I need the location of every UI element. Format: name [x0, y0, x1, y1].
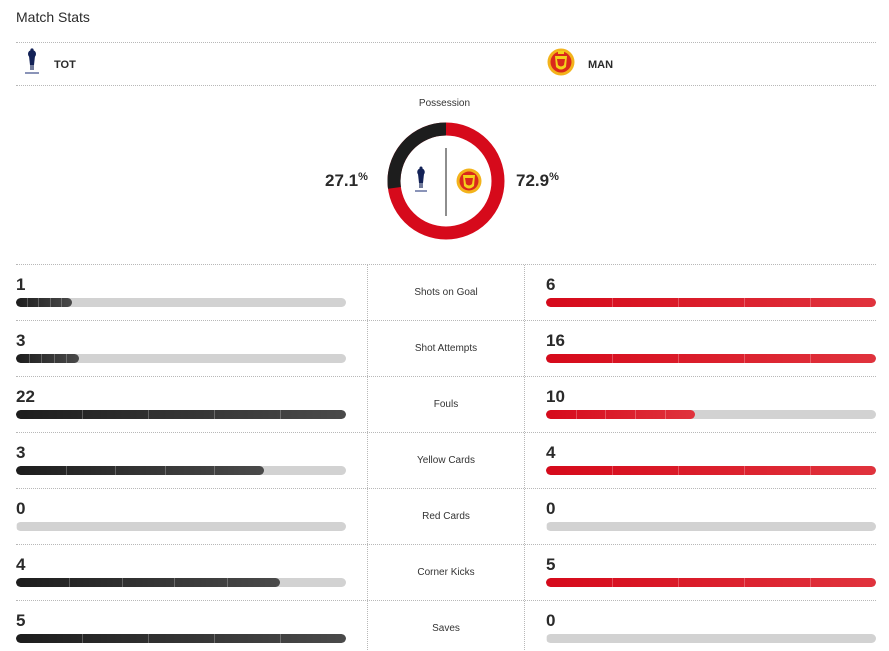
stat-row: 3 Yellow Cards 4 — [16, 432, 876, 488]
home-stat-bar — [16, 578, 346, 587]
away-stat-value: 0 — [546, 499, 556, 518]
match-stats-title: Match Stats — [16, 9, 90, 25]
home-stat-bar-fill — [16, 634, 346, 643]
tottenham-crest-icon — [22, 47, 42, 82]
away-possession-value: 72.9% — [516, 171, 559, 190]
home-stat-bar-fill — [16, 410, 346, 419]
away-stat-bar-fill — [546, 578, 876, 587]
away-stat-bar-fill — [546, 410, 695, 419]
stat-label: Corner Kicks — [367, 545, 525, 600]
away-stat-bar — [546, 466, 876, 475]
home-stat-value: 3 — [16, 443, 26, 462]
home-stat-bar-fill — [16, 298, 73, 307]
stat-row: 22 Fouls 10 — [16, 376, 876, 432]
stat-label: Saves — [367, 601, 525, 651]
home-stat-bar — [16, 522, 346, 531]
home-stat-value: 0 — [16, 499, 26, 518]
away-stat-bar-fill — [546, 466, 876, 475]
away-stat-value: 10 — [546, 387, 565, 406]
away-stat-bar — [546, 410, 876, 419]
home-stat-value: 3 — [16, 331, 26, 350]
away-stat-bar — [546, 522, 876, 531]
home-stat-value: 22 — [16, 387, 35, 406]
away-stat-bar-fill — [546, 298, 876, 307]
possession-ring-home — [387, 122, 447, 189]
stat-label: Shots on Goal — [367, 265, 525, 320]
home-stat-bar-fill — [16, 578, 280, 587]
donut-man-united-crest-icon — [456, 168, 482, 194]
away-stat-value: 4 — [546, 443, 556, 462]
home-stat-value: 4 — [16, 555, 26, 574]
home-team[interactable]: TOT — [22, 43, 76, 86]
home-stat-bar — [16, 634, 346, 643]
home-stat-value: 5 — [16, 611, 26, 630]
man-united-crest-icon — [546, 47, 576, 82]
home-stat-value: 1 — [16, 275, 26, 294]
stat-row: 1 Shots on Goal 6 — [16, 264, 876, 320]
donut-tottenham-crest-icon — [415, 166, 427, 192]
away-stat-value: 0 — [546, 611, 556, 630]
home-possession-value: 27.1% — [325, 171, 368, 190]
away-stat-value: 5 — [546, 555, 556, 574]
stats-table: 1 Shots on Goal 6 3 Shot Attempts 16 22 … — [16, 264, 876, 651]
stat-row: 3 Shot Attempts 16 — [16, 320, 876, 376]
away-stat-bar-fill — [546, 354, 876, 363]
away-stat-bar — [546, 354, 876, 363]
away-stat-bar — [546, 298, 876, 307]
away-team[interactable]: MAN — [546, 43, 613, 86]
home-stat-bar-fill — [16, 354, 79, 363]
home-stat-bar — [16, 298, 346, 307]
home-stat-bar — [16, 354, 346, 363]
teams-header: TOT MAN — [16, 42, 876, 86]
away-stat-bar — [546, 578, 876, 587]
stat-label: Red Cards — [367, 489, 525, 544]
away-stat-bar — [546, 634, 876, 643]
away-stat-value: 6 — [546, 275, 556, 294]
away-team-name: MAN — [588, 58, 614, 71]
possession-donut — [387, 122, 505, 240]
stat-row: 4 Corner Kicks 5 — [16, 544, 876, 600]
away-stat-value: 16 — [546, 331, 565, 350]
stat-row: 0 Red Cards 0 — [16, 488, 876, 544]
stat-label: Fouls — [367, 377, 525, 432]
stat-label: Shot Attempts — [367, 321, 525, 376]
home-stat-bar — [16, 466, 346, 475]
home-team-name: TOT — [54, 58, 76, 71]
home-stat-bar-fill — [16, 466, 264, 475]
possession-label: Possession — [418, 98, 471, 109]
stat-label: Yellow Cards — [367, 433, 525, 488]
home-stat-bar — [16, 410, 346, 419]
stat-row: 5 Saves 0 — [16, 600, 876, 651]
